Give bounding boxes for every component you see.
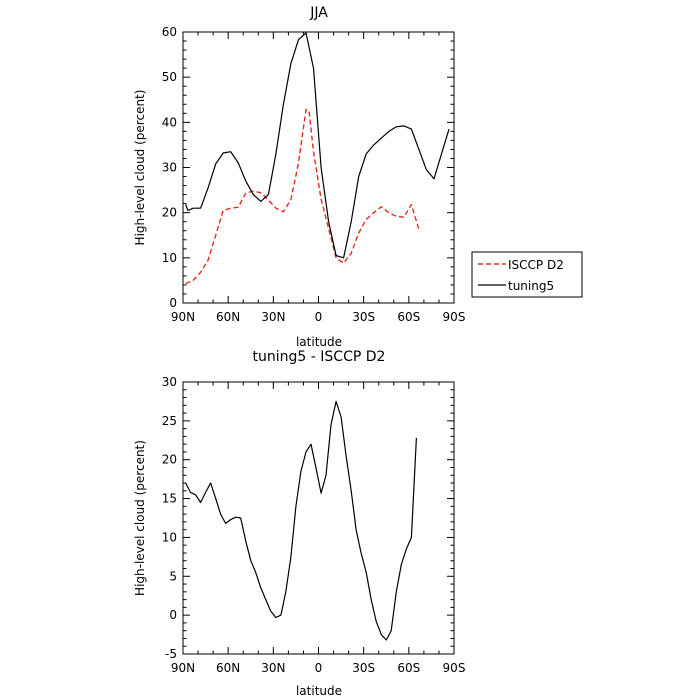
y-axis: 0 10 20 30 40 50 60 [162,25,454,310]
legend-frame [471,251,583,298]
chart-panel-jja: JJA 0 10 20 30 40 50 60 90N 60N 30N 0 30S 60S 90S la… [133,5,583,349]
y-tick-label: 10 [162,530,177,544]
chart-title: JJA [309,5,328,21]
y-tick-label: 20 [162,453,177,467]
x-axis: 90N 60N 30N 0 30S 60S 90S [171,382,466,675]
plot-frame [182,381,455,655]
series-lines [185,400,417,641]
x-tick-label: 90N [171,661,195,675]
series-line-isccp-d2 [185,108,420,285]
plot-frame [182,31,455,304]
y-tick-label: 0 [169,296,177,310]
x-tick-label: 30N [261,661,285,675]
legend-label-tuning5: tuning5 [508,279,554,293]
y-tick-label: 40 [162,115,177,129]
y-axis-label: High-level cloud (percent) [133,90,147,246]
y-tick-label: 15 [162,492,177,506]
x-tick-label: 0 [315,310,323,324]
y-tick-label: 50 [162,70,177,84]
y-tick-label: 25 [162,414,177,428]
x-tick-label: 30N [261,310,285,324]
y-tick-label: 60 [162,25,177,39]
chart-panel-difference: tuning5 - ISCCP D2 -5 0 5 10 15 20 25 30 90N 60N… [133,349,465,698]
x-tick-label: 60N [216,310,240,324]
y-tick-label: 5 [169,569,177,583]
y-tick-label: -5 [165,647,177,661]
x-axis: 90N 60N 30N 0 30S 60S 90S [171,32,466,324]
series-lines [185,32,450,285]
y-tick-label: 30 [162,375,177,389]
y-tick-label: 20 [162,206,177,220]
x-tick-label: 90N [171,310,195,324]
x-tick-label: 60N [216,661,240,675]
x-tick-label: 30S [352,661,375,675]
x-axis-label: latitude [296,684,342,698]
chart-title: tuning5 - ISCCP D2 [253,349,386,365]
y-tick-label: 0 [169,608,177,622]
x-tick-label: 90S [443,661,466,675]
y-axis-label: High-level cloud (percent) [133,440,147,596]
series-line-difference [185,400,417,641]
legend: ISCCP D2 tuning5 [471,251,583,298]
x-tick-label: 60S [397,310,420,324]
x-tick-label: 0 [315,661,323,675]
x-tick-label: 30S [352,310,375,324]
series-line-tuning5 [185,32,450,259]
x-axis-label: latitude [296,335,342,349]
y-axis: -5 0 5 10 15 20 25 30 [162,375,454,661]
y-tick-label: 30 [162,161,177,175]
x-tick-label: 60S [397,661,420,675]
x-tick-label: 90S [443,310,466,324]
legend-label-isccp-d2: ISCCP D2 [508,258,564,272]
y-tick-label: 10 [162,251,177,265]
